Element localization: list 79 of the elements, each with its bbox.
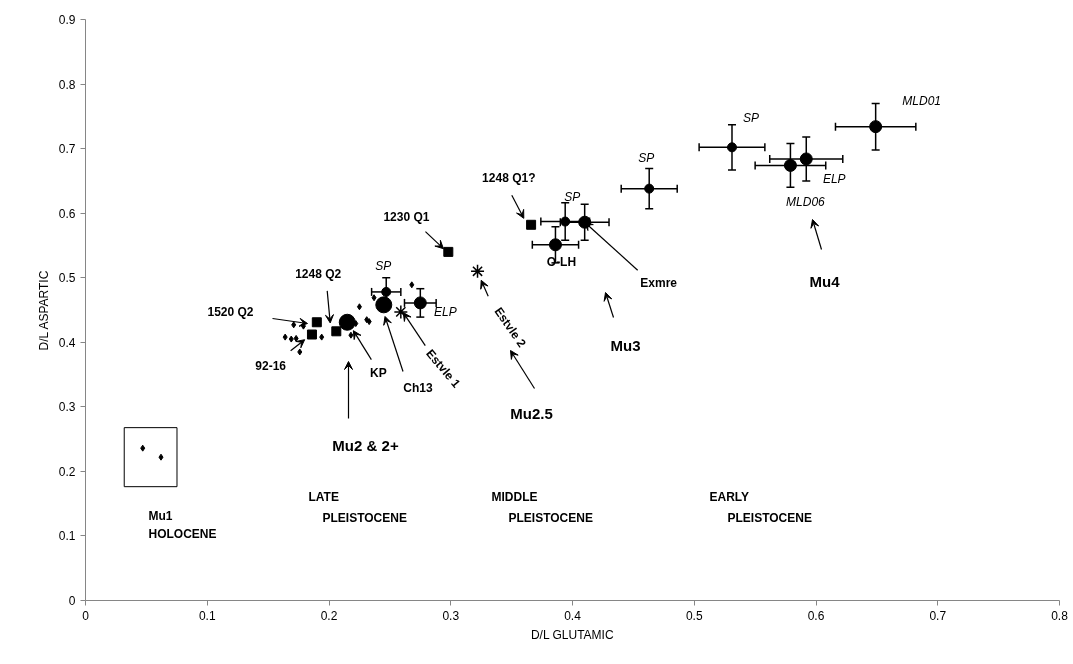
annotation: Mu2.5 (510, 405, 553, 422)
point (288, 335, 294, 343)
annotation: Exmre (640, 276, 678, 291)
y-tick-label: 0.1 (58, 529, 76, 544)
point (526, 219, 537, 230)
point (306, 329, 317, 340)
annotation: SP (742, 111, 759, 126)
x-tick-label: 0.4 (564, 608, 582, 623)
point (869, 120, 883, 134)
point (726, 142, 737, 153)
y-tick-label: 0.5 (58, 271, 76, 286)
point (293, 334, 299, 342)
point (331, 326, 342, 337)
point (356, 303, 362, 311)
x-tick-label: 0.6 (807, 608, 825, 623)
point (319, 333, 325, 341)
annotation: LATE (308, 489, 339, 504)
y-tick-label: 0.8 (58, 77, 76, 92)
point (140, 444, 146, 452)
annotation: ELP (822, 171, 846, 186)
x-tick-label: 0 (82, 608, 90, 623)
point (381, 286, 392, 297)
annotation: PLEISTOCENE (727, 510, 812, 525)
annotation: MLD06 (786, 195, 826, 210)
annotation: Mu3 (610, 337, 641, 354)
point (158, 453, 164, 461)
point (393, 304, 409, 320)
point (311, 317, 322, 328)
point (371, 294, 377, 302)
point (470, 264, 485, 279)
annotation: 1520 Q2 (207, 304, 254, 319)
x-axis-title: D/L GLUTAMIC (530, 627, 614, 642)
y-tick-label: 0.6 (58, 206, 76, 221)
y-tick-label: 0.3 (58, 400, 76, 415)
y-tick-label: 0.7 (58, 142, 76, 157)
annotation: MLD01 (902, 93, 941, 108)
point (409, 281, 415, 289)
annotation: O-LH (546, 254, 577, 269)
x-tick-label: 0.7 (929, 608, 947, 623)
x-tick-label: 0.5 (685, 608, 703, 623)
y-tick-label: 0.4 (58, 335, 76, 350)
annotation: EARLY (709, 489, 750, 504)
x-tick-label: 0.2 (320, 608, 338, 623)
annotation: SP (375, 258, 392, 273)
annotation: Mu2 & 2+ (332, 437, 399, 454)
annotation: Mu1 (148, 508, 173, 523)
annotation: MIDDLE (491, 489, 538, 504)
point (348, 331, 354, 339)
annotation: Ch13 (403, 381, 433, 396)
point (548, 238, 562, 252)
annotation: SP (564, 189, 581, 204)
y-tick-label: 0 (68, 594, 76, 608)
x-tick-label: 0.3 (442, 608, 460, 623)
annotation: PLEISTOCENE (508, 510, 593, 525)
point (783, 158, 797, 172)
x-tick-label: 0.1 (198, 608, 216, 623)
annotation: 1230 Q1 (383, 209, 430, 224)
y-tick-label: 0.2 (58, 464, 76, 479)
annotation: Mu4 (809, 273, 841, 290)
point (375, 296, 393, 314)
annotation: PLEISTOCENE (322, 510, 407, 525)
y-tick-label: 0.9 (58, 13, 76, 27)
point (282, 333, 288, 341)
annotation: 92-16 (255, 359, 287, 374)
point (443, 246, 454, 257)
point (297, 348, 303, 356)
annotation: 1248 Q1? (482, 171, 536, 186)
point (799, 152, 813, 166)
point (338, 313, 356, 331)
annotation: 1248 Q2 (295, 266, 342, 281)
annotation: SP (638, 150, 655, 165)
annotation: HOLOCENE (148, 526, 217, 541)
x-tick-label: 0.8 (1051, 608, 1069, 623)
point (291, 321, 297, 329)
annotation: KP (370, 365, 387, 380)
point (644, 183, 655, 194)
point (413, 296, 427, 310)
annotation: ELP (433, 304, 457, 319)
y-axis-title: D/L ASPARTIC (36, 270, 51, 351)
